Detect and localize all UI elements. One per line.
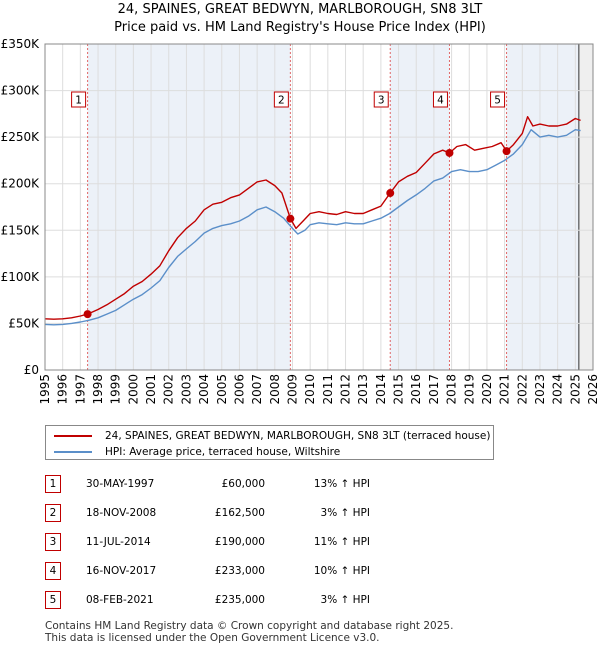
x-tick-label: 2019 [462, 374, 476, 405]
x-tick-label: 1999 [109, 374, 123, 405]
transaction-marker-label: 1 [75, 95, 82, 107]
transaction-marker-box [432, 91, 448, 108]
x-tick-label: 2002 [162, 374, 176, 405]
transaction-marker-box [373, 91, 389, 108]
transaction-marker-label: 5 [494, 95, 501, 107]
transaction-point [445, 148, 454, 157]
legend: 24, SPAINES, GREAT BEDWYN, MARLBOROUGH, … [45, 425, 494, 460]
row-date: 16-NOV-2017 [86, 565, 157, 577]
ownership-shade [87, 44, 291, 370]
row-hpi-change: 3% ↑ HPI [320, 507, 370, 519]
y-tick-label: £100K [1, 270, 41, 284]
transaction-point [286, 214, 295, 223]
y-tick-label: £50K [8, 316, 40, 330]
x-tick-label: 2014 [374, 374, 388, 405]
legend-label-hpi: HPI: Average price, terraced house, Wilt… [105, 446, 341, 458]
x-tick-label: 2026 [586, 374, 600, 405]
row-marker-badge: 1 [45, 475, 61, 493]
row-date: 18-NOV-2008 [86, 507, 157, 519]
x-tick-label: 2003 [179, 374, 193, 405]
y-tick-label: £0 [24, 363, 39, 377]
x-tick-label: 2025 [568, 374, 582, 405]
transaction-marker-label: 4 [437, 95, 444, 107]
table-row: 2 18-NOV-2008 £162,500 3% ↑ HPI [0, 504, 600, 524]
footer: Contains HM Land Registry data © Crown c… [45, 620, 453, 644]
row-price: £235,000 [214, 594, 265, 606]
x-tick-label: 2001 [144, 374, 158, 405]
row-price: £233,000 [214, 565, 265, 577]
transaction-point [386, 189, 395, 198]
row-price: £162,500 [214, 507, 265, 519]
x-tick-label: 2017 [427, 374, 441, 405]
x-tick-label: 2011 [321, 374, 335, 405]
row-hpi-change: 13% ↑ HPI [313, 478, 370, 490]
x-tick-label: 1996 [56, 374, 70, 405]
footer-copyright: Contains HM Land Registry data © Crown c… [45, 620, 454, 632]
x-tick-label: 2010 [303, 374, 317, 405]
x-tick-label: 1997 [73, 374, 87, 405]
x-tick-label: 2018 [445, 374, 459, 405]
row-marker-badge: 3 [45, 533, 61, 551]
chart-title: 24, SPAINES, GREAT BEDWYN, MARLBOROUGH, … [118, 2, 483, 17]
hpi-line [44, 128, 581, 326]
legend-item-hpi: HPI: Average price, terraced house, Wilt… [54, 444, 340, 460]
transaction-marker-box [490, 91, 506, 108]
row-marker-badge: 5 [45, 591, 61, 609]
row-marker-badge: 4 [45, 562, 61, 580]
chart: 24, SPAINES, GREAT BEDWYN, MARLBOROUGH, … [1, 2, 600, 405]
x-tick-label: 2023 [533, 374, 547, 405]
plot-frame [44, 43, 594, 371]
x-tick-label: 1998 [91, 374, 105, 405]
x-tick-label: 2004 [197, 374, 211, 405]
legend-swatch-property [54, 435, 92, 437]
forecast-shade [578, 44, 593, 370]
x-tick-label: 2013 [356, 374, 370, 405]
y-tick-label: £250K [1, 130, 41, 144]
x-tick-label: 2022 [515, 374, 529, 405]
legend-item-property: 24, SPAINES, GREAT BEDWYN, MARLBOROUGH, … [54, 428, 490, 444]
chart-subtitle: Price paid vs. HM Land Registry's House … [114, 20, 486, 35]
transaction-point [502, 147, 511, 156]
table-row: 3 11-JUL-2014 £190,000 11% ↑ HPI [0, 533, 600, 553]
table-row: 1 30-MAY-1997 £60,000 13% ↑ HPI [0, 475, 600, 495]
row-marker-badge: 2 [45, 504, 61, 522]
row-hpi-change: 10% ↑ HPI [313, 565, 370, 577]
x-tick-label: 2024 [551, 374, 565, 405]
row-date: 30-MAY-1997 [86, 478, 155, 490]
x-tick-label: 2020 [480, 374, 494, 405]
row-date: 08-FEB-2021 [86, 594, 154, 606]
table-row: 5 08-FEB-2021 £235,000 3% ↑ HPI [0, 591, 600, 611]
table-row: 4 16-NOV-2017 £233,000 10% ↑ HPI [0, 562, 600, 582]
y-tick-label: £150K [1, 223, 41, 237]
transaction-marker-box [71, 91, 87, 108]
x-tick-label: 2007 [250, 374, 264, 405]
transaction-marker-box [273, 91, 289, 108]
x-tick-label: 2012 [339, 374, 353, 405]
x-tick-label: 2009 [285, 374, 299, 405]
transaction-marker-label: 3 [378, 95, 385, 107]
property-price-line [44, 115, 581, 320]
y-tick-label: £200K [1, 177, 41, 191]
footer-licence: This data is licensed under the Open Gov… [45, 632, 380, 644]
x-tick-label: 2021 [498, 374, 512, 405]
ownership-shade [506, 44, 579, 370]
legend-label-property: 24, SPAINES, GREAT BEDWYN, MARLBOROUGH, … [105, 430, 491, 442]
x-tick-label: 2006 [232, 374, 246, 405]
x-tick-label: 2016 [409, 374, 423, 405]
x-tick-label: 2008 [268, 374, 282, 405]
row-hpi-change: 11% ↑ HPI [313, 536, 370, 548]
legend-swatch-hpi [54, 451, 92, 453]
transaction-marker-label: 2 [278, 95, 285, 107]
row-price: £190,000 [214, 536, 265, 548]
x-tick-label: 1995 [38, 374, 52, 405]
row-price: £60,000 [221, 478, 265, 490]
y-tick-label: £300K [1, 84, 41, 98]
transaction-point [83, 310, 92, 319]
x-tick-label: 2015 [392, 374, 406, 405]
x-tick-label: 2000 [126, 374, 140, 405]
row-hpi-change: 3% ↑ HPI [320, 594, 370, 606]
row-date: 11-JUL-2014 [86, 536, 151, 548]
y-tick-label: £350K [1, 37, 41, 51]
x-tick-label: 2005 [215, 374, 229, 405]
